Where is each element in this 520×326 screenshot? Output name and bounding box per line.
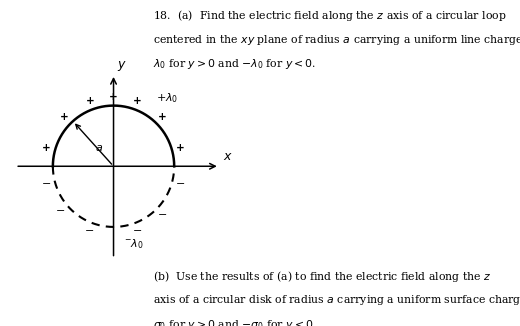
Text: $x$: $x$	[223, 150, 232, 163]
Text: $a$: $a$	[95, 143, 103, 153]
Text: $+\lambda_0$: $+\lambda_0$	[156, 91, 178, 105]
Text: $\lambda_0$ for $y > 0$ and $-\lambda_0$ for $y < 0$.: $\lambda_0$ for $y > 0$ and $-\lambda_0$…	[153, 57, 317, 71]
Text: −: −	[85, 226, 95, 236]
Text: +: +	[176, 143, 185, 153]
Text: +: +	[42, 143, 51, 153]
Text: +: +	[85, 96, 94, 106]
Text: −: −	[158, 210, 167, 220]
Text: +: +	[133, 96, 141, 106]
Text: centered in the $xy$ plane of radius $a$ carrying a uniform line charge: centered in the $xy$ plane of radius $a$…	[153, 33, 520, 47]
Text: +: +	[60, 112, 69, 122]
Text: −: −	[133, 226, 142, 236]
Text: −: −	[176, 179, 185, 189]
Text: (b)  Use the results of (a) to find the electric field along the $z$: (b) Use the results of (a) to find the e…	[153, 269, 492, 284]
Text: −: −	[42, 179, 51, 189]
Text: +: +	[158, 112, 167, 122]
Text: axis of a circular disk of radius $a$ carrying a uniform surface charge: axis of a circular disk of radius $a$ ca…	[153, 293, 520, 307]
Text: $^{-}\lambda_0$: $^{-}\lambda_0$	[124, 237, 145, 251]
Text: $y$: $y$	[117, 59, 127, 73]
Text: +: +	[109, 92, 118, 102]
Text: $\sigma_0$ for $y > 0$ and $-\sigma_0$ for $y < 0$.: $\sigma_0$ for $y > 0$ and $-\sigma_0$ f…	[153, 318, 317, 326]
Text: −: −	[56, 206, 65, 216]
Text: 18.  (a)  Find the electric field along the $z$ axis of a circular loop: 18. (a) Find the electric field along th…	[153, 8, 507, 23]
